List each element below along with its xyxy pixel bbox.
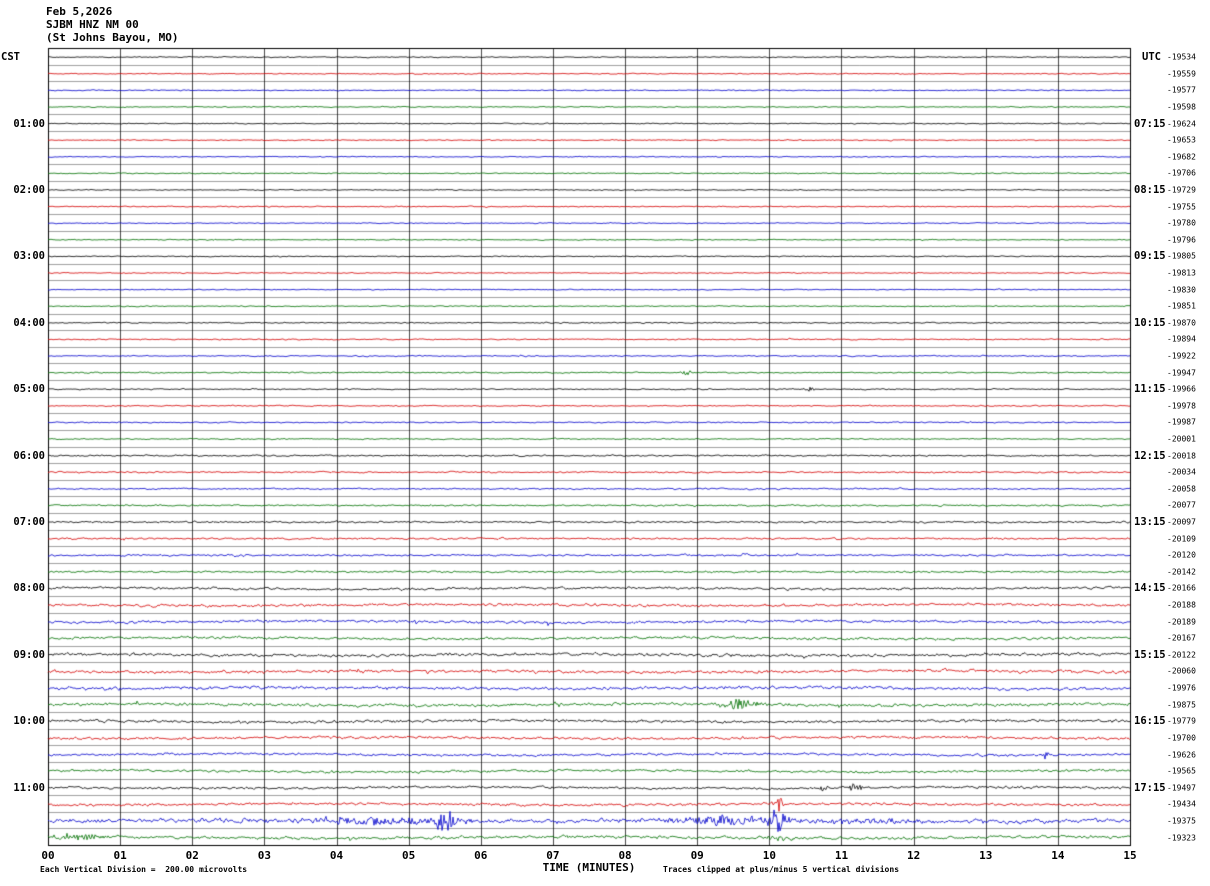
x-tick-label: 05: [402, 849, 416, 862]
trace-baseline-value: -19624: [1167, 119, 1196, 129]
x-tick-label: 10: [762, 849, 776, 862]
right-hour-label: 17:15: [1134, 781, 1166, 794]
trace-baseline-value: -19598: [1167, 102, 1196, 112]
trace-baseline-value: -19780: [1167, 218, 1196, 228]
trace-baseline-value: -19851: [1167, 301, 1196, 311]
trace-baseline-value: -20097: [1167, 517, 1196, 527]
right-hour-label: 11:15: [1134, 383, 1166, 396]
x-tick-label: 09: [690, 849, 704, 862]
x-tick-label: 04: [329, 849, 344, 862]
left-hour-label: 09:00: [13, 648, 45, 661]
x-axis-title: TIME (MINUTES): [542, 861, 636, 874]
left-hour-label: 08:00: [13, 582, 45, 595]
trace-baseline-value: -19653: [1167, 135, 1196, 145]
header-location: (St Johns Bayou, MO): [46, 31, 179, 44]
x-tick-label: 02: [185, 849, 199, 862]
x-tick-label: 12: [906, 849, 921, 862]
trace-baseline-value: -20060: [1167, 666, 1196, 676]
trace-baseline-value: -19813: [1167, 268, 1196, 278]
trace-baseline-value: -19987: [1167, 417, 1196, 427]
right-hour-label: 08:15: [1134, 183, 1166, 196]
left-hour-label: 11:00: [13, 781, 45, 794]
right-hour-label: 13:15: [1134, 516, 1166, 529]
right-hour-label: 09:15: [1134, 250, 1166, 263]
trace-baseline-value: -19534: [1167, 52, 1196, 62]
x-tick-label: 15: [1123, 849, 1137, 862]
trace-baseline-value: -19894: [1167, 334, 1196, 344]
x-tick-label: 07: [546, 849, 560, 862]
trace-baseline-value: -20018: [1167, 451, 1196, 461]
trace-baseline-value: -19922: [1167, 351, 1196, 361]
x-tick-label: 06: [474, 849, 488, 862]
trace-baseline-value: -20077: [1167, 500, 1196, 510]
trace-baseline-value: -19796: [1167, 235, 1196, 245]
right-hour-label: 07:15: [1134, 117, 1166, 130]
trace-baseline-value: -20122: [1167, 650, 1196, 660]
trace-baseline-value: -20188: [1167, 600, 1196, 610]
trace-baseline-value: -19779: [1167, 716, 1196, 726]
trace-baseline-value: -19978: [1167, 401, 1196, 411]
trace-baseline-value: -19830: [1167, 285, 1196, 295]
trace-baseline-value: -19375: [1167, 816, 1196, 826]
trace-baseline-value: -19870: [1167, 318, 1196, 328]
trace-baseline-value: -19565: [1167, 766, 1196, 776]
trace-baseline-value: -19875: [1167, 700, 1196, 710]
trace-baseline-value: -20109: [1167, 534, 1196, 544]
footer-scale-note: Each Vertical Division = 200.00 microvol…: [40, 865, 248, 874]
right-timezone-label: UTC: [1142, 51, 1161, 63]
right-hour-label: 16:15: [1134, 715, 1166, 728]
footer-clipping-note: Traces clipped at plus/minus 5 vertical …: [663, 865, 900, 874]
x-tick-label: 11: [834, 849, 849, 862]
left-hour-label: 03:00: [13, 250, 45, 263]
x-tick-label: 03: [257, 849, 272, 862]
x-tick-label: 01: [113, 849, 127, 862]
trace-baseline-value: -19700: [1167, 733, 1196, 743]
trace-baseline-value: -19805: [1167, 251, 1196, 261]
trace-baseline-value: -19497: [1167, 783, 1196, 793]
trace-baseline-value: -20034: [1167, 467, 1196, 477]
trace-baseline-value: -19682: [1167, 152, 1196, 162]
left-hour-label: 07:00: [13, 516, 45, 529]
right-hour-label: 10:15: [1134, 316, 1166, 329]
trace-baseline-value: -20167: [1167, 633, 1196, 643]
trace-baseline-value: -19706: [1167, 168, 1196, 178]
trace-baseline-value: -20166: [1167, 583, 1196, 593]
trace-baseline-value: -20142: [1167, 567, 1196, 577]
right-hour-label: 14:15: [1134, 582, 1166, 595]
trace-baseline-value: -19729: [1167, 185, 1196, 195]
left-hour-label: 04:00: [13, 316, 45, 329]
header-date: Feb 5,2026: [46, 5, 113, 18]
x-tick-label: 14: [1051, 849, 1065, 862]
x-tick-label: 00: [41, 849, 55, 862]
left-hour-label: 05:00: [13, 383, 45, 396]
left-hour-label: 06:00: [13, 449, 45, 462]
x-tick-label: 13: [979, 849, 993, 862]
trace-baseline-value: -20001: [1167, 434, 1196, 444]
left-hour-label: 01:00: [13, 117, 45, 130]
trace-baseline-value: -19323: [1167, 833, 1196, 843]
trace-baseline-value: -19434: [1167, 799, 1196, 809]
trace-baseline-value: -19976: [1167, 683, 1196, 693]
trace-baseline-value: -19947: [1167, 368, 1196, 378]
left-hour-label: 10:00: [13, 715, 45, 728]
trace-baseline-value: -19755: [1167, 202, 1196, 212]
trace-baseline-value: -19966: [1167, 384, 1196, 394]
right-hour-label: 15:15: [1134, 648, 1166, 661]
trace-baseline-value: -20189: [1167, 617, 1196, 627]
trace-baseline-value: -20120: [1167, 550, 1196, 560]
right-hour-label: 12:15: [1134, 449, 1166, 462]
trace-baseline-value: -20058: [1167, 484, 1196, 494]
x-tick-label: 08: [618, 849, 632, 862]
left-timezone-label: CST: [1, 51, 20, 63]
trace-baseline-value: -19559: [1167, 69, 1196, 79]
trace-baseline-value: -19577: [1167, 85, 1196, 95]
left-hour-label: 02:00: [13, 183, 45, 196]
header-station: SJBM HNZ NM 00: [46, 18, 139, 31]
trace-baseline-value: -19626: [1167, 750, 1196, 759]
